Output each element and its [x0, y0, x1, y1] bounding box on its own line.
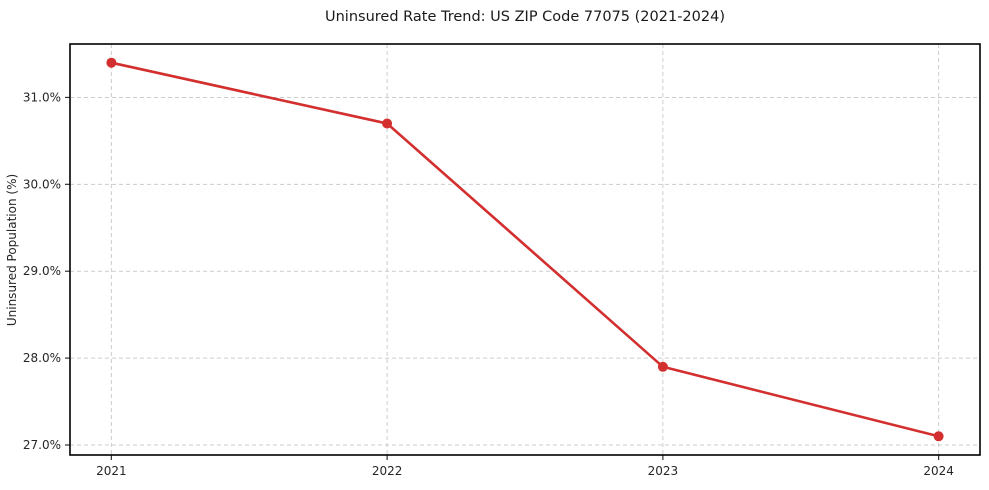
x-tick-label: 2024: [923, 464, 954, 478]
y-tick-label: 29.0%: [23, 264, 61, 278]
y-axis-label: Uninsured Population (%): [5, 174, 19, 326]
x-tick-label: 2022: [372, 464, 403, 478]
data-point-marker: [382, 118, 393, 129]
trend-line: [110, 61, 940, 438]
data-point-marker: [933, 431, 944, 442]
y-tick-label: 28.0%: [23, 351, 61, 365]
y-tick-label: 30.0%: [23, 177, 61, 191]
x-tick-label: 2023: [648, 464, 679, 478]
y-tick-label: 27.0%: [23, 438, 61, 452]
plot-border: [69, 43, 981, 456]
x-tick-label: 2021: [96, 464, 127, 478]
y-tick-label: 31.0%: [23, 90, 61, 104]
chart-title: Uninsured Rate Trend: US ZIP Code 77075 …: [325, 9, 725, 25]
data-point-marker: [106, 57, 117, 68]
data-point-marker: [657, 361, 668, 372]
